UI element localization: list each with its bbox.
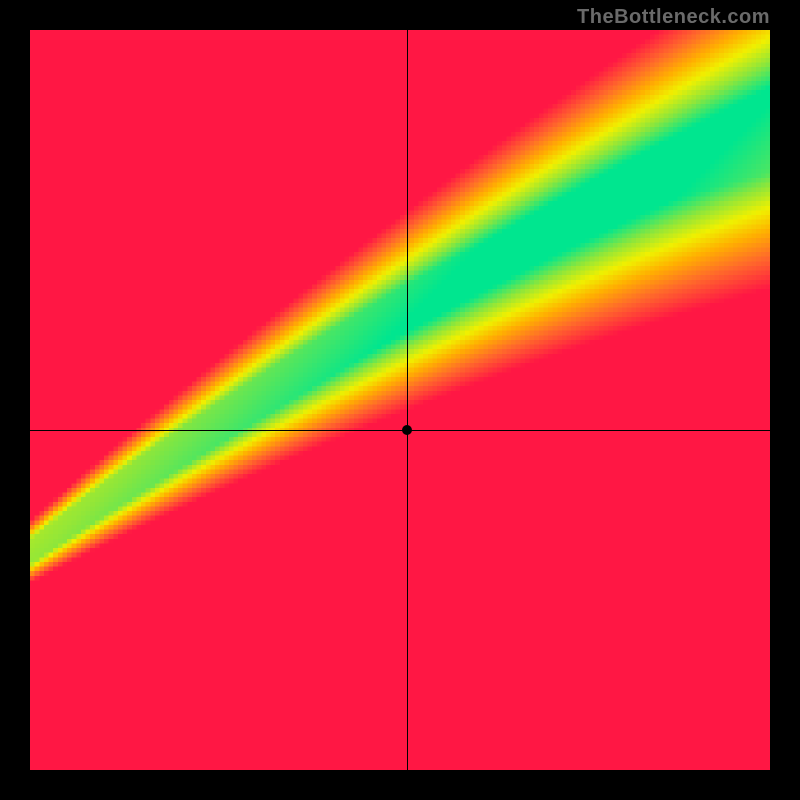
watermark-text: TheBottleneck.com [577,6,770,29]
crosshair-vertical [407,30,408,770]
bottleneck-heatmap [30,30,770,770]
crosshair-marker [402,425,412,435]
heatmap-canvas [30,30,770,770]
crosshair-horizontal [30,430,770,431]
